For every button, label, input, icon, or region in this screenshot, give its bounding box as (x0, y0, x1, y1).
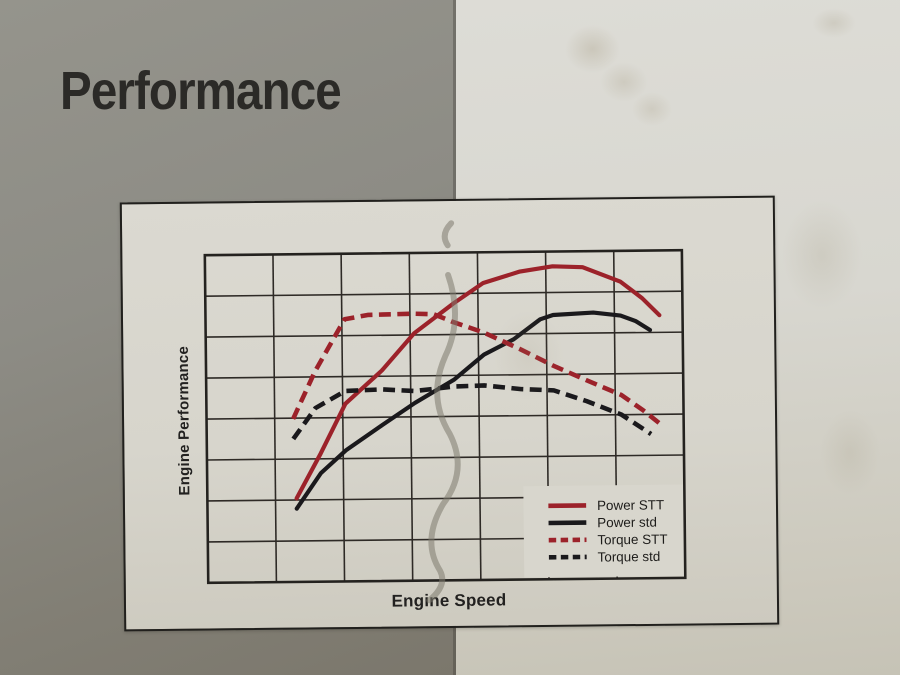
grid-line-horizontal (205, 290, 683, 297)
legend-label-power-std: Power std (597, 515, 657, 531)
series-torque-std (291, 383, 653, 441)
legend-label-torque-std: Torque std (598, 549, 661, 565)
series-power-stt (294, 264, 662, 501)
legend-label-torque-stt: Torque STT (597, 532, 667, 548)
page-title: Performance (60, 61, 342, 121)
chart-card: Power STT Power std Torque STT Torque std E… (119, 195, 780, 632)
plot-frame (203, 248, 687, 585)
legend-label-power-stt: Power STT (597, 497, 664, 513)
pencil-scribble-mark (426, 220, 461, 604)
series-torque-stt (291, 311, 662, 426)
grid-line-horizontal (206, 413, 684, 420)
grid-line-horizontal (206, 372, 684, 379)
grid-line-horizontal (206, 454, 685, 461)
series-power-std (294, 310, 653, 511)
grid-line-horizontal (205, 331, 683, 338)
